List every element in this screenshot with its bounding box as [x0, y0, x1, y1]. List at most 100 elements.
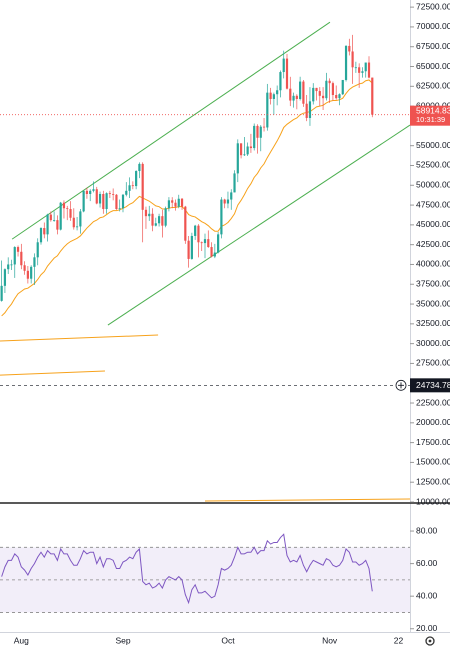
candle-body: [177, 198, 180, 207]
price-tick-label: 10000.00: [416, 496, 450, 506]
candle-body: [344, 45, 348, 80]
candle-body: [72, 217, 75, 228]
candle-body: [226, 199, 230, 204]
candle-body: [180, 198, 184, 207]
candle-body: [361, 71, 364, 73]
price-tick-label: 67500.00: [416, 41, 450, 51]
candle-body: [338, 94, 341, 99]
price-tick-label: 45000.00: [416, 219, 450, 229]
candle-body: [66, 208, 69, 210]
candle-body: [295, 95, 298, 99]
candle-body: [13, 247, 16, 265]
candle-body: [164, 208, 167, 226]
price-tick-label: 70000.00: [416, 21, 450, 31]
candle-body: [321, 95, 325, 99]
price-tick-label: 27500.00: [416, 358, 450, 368]
candle-body: [299, 81, 302, 99]
candle-body: [30, 266, 33, 279]
candle-body: [59, 202, 62, 230]
candle-body: [20, 251, 23, 266]
candle-body: [315, 87, 318, 92]
candle-body: [190, 235, 193, 259]
settings-icon[interactable]: [425, 636, 435, 646]
candle-body: [239, 143, 243, 156]
candle-body: [69, 209, 72, 218]
candle-body: [144, 209, 148, 217]
rsi-tick-label: 80.00: [416, 525, 438, 535]
candle-body: [266, 92, 269, 128]
candle-body: [331, 83, 335, 96]
price-tick-label: 62500.00: [416, 81, 450, 91]
candle-body: [49, 214, 52, 221]
candle-body: [223, 199, 226, 204]
candle-body: [33, 257, 36, 267]
candle-body: [171, 200, 174, 203]
candle-body: [269, 92, 272, 99]
candle-body: [39, 228, 43, 243]
candle-body: [36, 242, 39, 258]
candle-body: [135, 171, 138, 187]
x-tick-label: Oct: [221, 635, 235, 645]
price-tick-label: 15000.00: [416, 457, 450, 467]
candle-body: [161, 216, 164, 226]
candle-body: [348, 45, 351, 52]
candle-body: [194, 225, 197, 236]
candle-body: [259, 126, 262, 138]
price-tick-label: 20000.00: [416, 417, 450, 427]
candle-body: [79, 211, 82, 227]
candle-body: [184, 206, 187, 241]
candle-body: [92, 189, 95, 191]
candle-body: [272, 94, 275, 99]
candle-body: [43, 228, 46, 235]
candle-body: [262, 126, 266, 128]
candle-body: [174, 202, 177, 207]
drawn-line: [0, 370, 105, 376]
price-tick-label: 60000.00: [416, 100, 450, 110]
candle-body: [207, 239, 210, 248]
candle-body: [354, 67, 357, 69]
candle-body: [56, 220, 59, 230]
last-price-box: [410, 105, 450, 126]
candle-body: [220, 199, 223, 235]
price-tick-label: 50000.00: [416, 180, 450, 190]
price-tick-label: 72500.00: [416, 1, 450, 11]
price-tick-label: 42500.00: [416, 239, 450, 249]
candle-body: [200, 242, 203, 244]
x-tick-label: Sep: [115, 635, 130, 645]
candle-body: [121, 194, 125, 209]
candle-body: [148, 213, 151, 217]
candle-body: [102, 193, 105, 210]
candle-body: [289, 88, 292, 101]
candle-body: [282, 58, 285, 73]
drawn-line: [0, 334, 159, 342]
marker-label: 24734.78: [416, 380, 450, 390]
candle-body: [358, 67, 361, 73]
candle-body: [318, 91, 321, 96]
candle-body: [210, 247, 213, 257]
candle-body: [138, 163, 141, 172]
gear-ring: [425, 636, 435, 646]
candle-body: [249, 146, 253, 149]
gear-hub: [428, 639, 432, 643]
candle-body: [197, 225, 200, 243]
candle-body: [10, 264, 13, 266]
price-tick-label: 40000.00: [416, 259, 450, 269]
candle-body: [364, 62, 367, 72]
candle-body: [7, 264, 10, 270]
candle-body: [95, 189, 98, 204]
candle-body: [243, 154, 246, 156]
candle-body: [131, 185, 134, 187]
candle-body: [154, 223, 157, 226]
marker-add-icon: [398, 382, 404, 389]
candle-body: [279, 72, 282, 91]
candle-body: [233, 173, 236, 193]
candle-body: [128, 185, 131, 191]
price-tick-label: 35000.00: [416, 298, 450, 308]
countdown-label: 10:31:39: [416, 115, 445, 124]
candle-body: [371, 77, 374, 115]
candle-body: [305, 103, 308, 118]
candle-body: [276, 90, 279, 95]
candle-body: [89, 190, 92, 194]
